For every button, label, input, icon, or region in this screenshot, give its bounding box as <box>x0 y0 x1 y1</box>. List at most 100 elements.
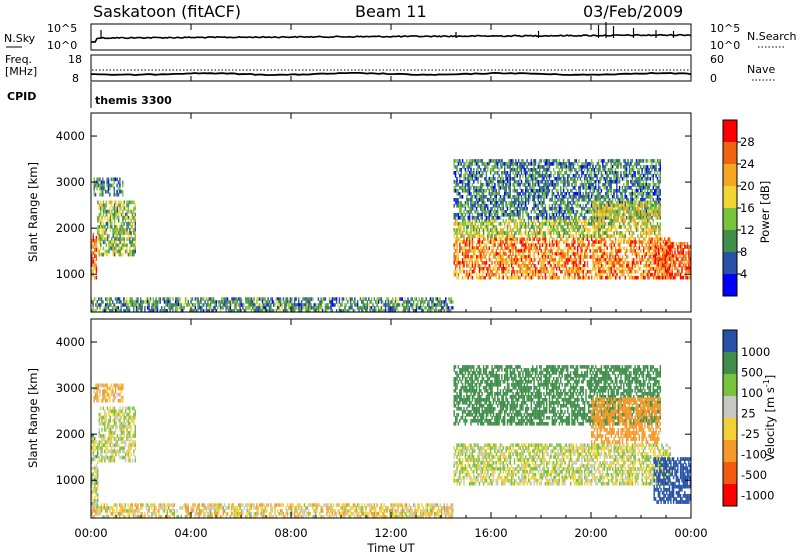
powerData-cell <box>490 198 492 202</box>
powerData-cell <box>520 195 523 199</box>
powerData-cell <box>124 309 126 313</box>
powerData-cell <box>502 207 504 211</box>
freq-trace <box>91 71 692 77</box>
powerData-cell <box>610 192 612 196</box>
powerData-cell <box>544 218 546 223</box>
powerData-cell <box>302 306 304 310</box>
powerData-cell <box>475 195 478 199</box>
powerData-cell <box>102 200 105 205</box>
powerData-cell <box>224 303 226 307</box>
powerData-cell <box>488 252 490 256</box>
powerData-cell <box>564 218 566 223</box>
powerData-cell <box>504 267 506 271</box>
powerData-cell <box>460 240 462 244</box>
powerData-cell <box>625 168 628 172</box>
powerData-cell <box>634 275 636 280</box>
powerData-cell <box>651 189 653 193</box>
powerData-cell <box>554 186 556 190</box>
powerData-cell <box>92 238 94 243</box>
powerData-cell <box>212 306 215 310</box>
powerData-cell <box>600 234 603 238</box>
powerData-cell <box>366 300 369 304</box>
powerData-cell <box>526 165 528 169</box>
powerData-cell <box>596 192 598 196</box>
powerData-cell <box>501 267 503 271</box>
powerData-cell <box>391 309 394 313</box>
powerData-cell <box>119 180 121 185</box>
powerData-cell <box>513 201 516 205</box>
powerData-cell <box>389 306 391 310</box>
powerData-cell <box>551 258 554 262</box>
powerData-cell <box>561 207 563 211</box>
powerData-cell <box>467 177 469 181</box>
powerData-cell <box>502 234 504 238</box>
powerData-cell <box>588 183 590 187</box>
powerData-cell <box>571 210 573 214</box>
powerData-cell <box>619 240 621 244</box>
powerData-cell <box>494 162 496 166</box>
powerData-cell <box>475 159 478 163</box>
powerData-cell <box>621 269 624 274</box>
powerData-cell <box>567 207 569 211</box>
powerData-cell <box>523 237 526 241</box>
powerData-cell <box>491 207 493 211</box>
powerData-cell <box>312 306 314 310</box>
powerData-cell <box>102 212 105 217</box>
powerData-cell <box>598 267 600 271</box>
powerData-cell <box>527 195 530 199</box>
powerData-cell <box>275 300 278 304</box>
powerData-cell <box>203 297 205 301</box>
powerData-cell <box>501 255 503 259</box>
powerData-cell <box>468 216 471 220</box>
powerData-cell <box>641 240 643 244</box>
powerData-cell <box>555 177 558 181</box>
powerData-cell <box>648 255 650 259</box>
powerData-cell <box>543 195 545 199</box>
powerData-cell <box>625 186 628 190</box>
powerData-cell <box>468 180 471 184</box>
powerData-cell <box>382 303 384 307</box>
powerData-cell <box>163 306 166 310</box>
powerData-cell <box>124 303 126 307</box>
powerData-cell <box>394 300 397 304</box>
powerData-cell <box>567 243 569 247</box>
powerData-cell <box>481 269 483 274</box>
powerData-cell <box>495 234 497 238</box>
powerData-cell <box>112 212 114 217</box>
powerData-cell <box>137 300 139 304</box>
powerData-cell <box>572 234 575 238</box>
powerData-cell <box>504 186 506 190</box>
powerData-cell <box>628 240 631 244</box>
powerData-cell <box>112 177 114 182</box>
powerData-cell <box>509 218 511 223</box>
powerData-cell <box>279 300 282 304</box>
powerData-cell <box>494 210 496 214</box>
powerData-cell <box>589 183 591 187</box>
powerData-cell <box>131 300 133 304</box>
powerData-cell <box>593 264 596 268</box>
powerData-cell <box>551 243 554 247</box>
powerData-cell <box>592 243 594 247</box>
powerData-cell <box>141 306 143 310</box>
powerData-cell <box>665 264 667 268</box>
powerData-cell <box>473 225 475 229</box>
powerData-cell <box>581 165 583 169</box>
powerData-cell <box>506 234 509 238</box>
powerData-cell <box>534 162 537 166</box>
powerData-cell <box>557 174 559 178</box>
powerData-cell <box>578 272 580 277</box>
powerData-cell <box>131 237 134 242</box>
powerData-cell <box>471 249 474 253</box>
powerData-cell <box>129 222 131 226</box>
powerData-cell <box>604 165 607 169</box>
powerData-cell <box>558 168 561 172</box>
powerData-cell <box>100 189 102 194</box>
powerData-cell <box>471 222 474 226</box>
powerData-cell <box>180 303 182 307</box>
powerData-cell <box>426 309 429 313</box>
powerData-cell <box>473 249 475 253</box>
powerData-cell <box>95 309 97 313</box>
powerData-cell <box>593 249 596 253</box>
powerData-cell <box>604 180 607 184</box>
powerData-cell <box>564 204 566 208</box>
